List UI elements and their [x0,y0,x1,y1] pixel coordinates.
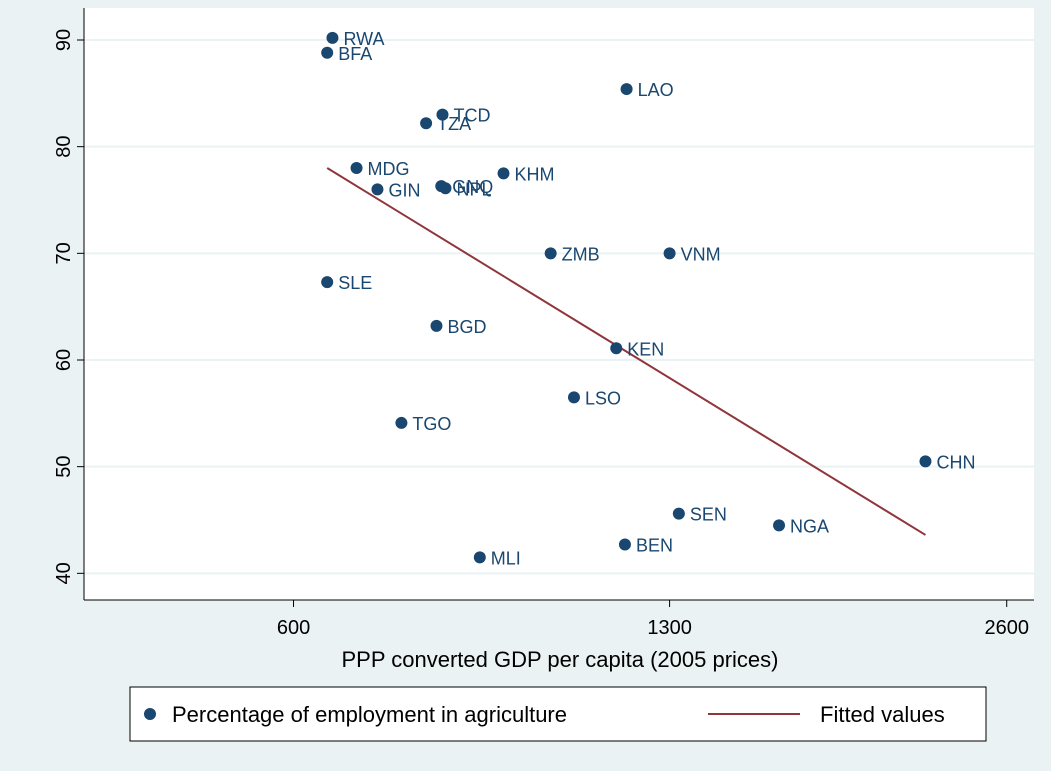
point-label: GNQ [452,177,493,197]
data-point [672,507,685,520]
fitted-line [326,167,926,536]
x-axis-title: PPP converted GDP per capita (2005 price… [342,647,779,672]
point-label: TZA [437,114,471,134]
data-point [395,416,408,429]
point-label: LAO [638,80,674,100]
data-point [773,519,786,532]
point-label: RWA [343,29,384,49]
data-point [430,319,443,332]
data-point [919,455,932,468]
y-tick-label: 60 [53,349,75,371]
point-label: CHN [936,452,975,472]
point-label: NGA [790,516,829,536]
legend-box [129,686,987,742]
point-label: SLE [338,273,372,293]
data-point [350,162,363,174]
point-label: VNM [681,244,721,264]
point-label: BFA [338,44,372,64]
point-label: TCD [453,106,490,126]
point-label: KHM [515,164,555,184]
x-tick-label: 600 [277,617,310,639]
legend: Percentage of employment in agriculture … [129,686,987,742]
point-label: ZMB [562,244,600,264]
point-label: KEN [627,339,664,359]
point-label: MLI [491,548,521,568]
point-label: MDG [368,159,410,179]
data-point [473,551,486,564]
point-label: BGD [447,317,486,337]
data-point [326,31,339,44]
point-label: LSO [585,388,621,408]
legend-label-fit: Fitted values [820,702,945,727]
point-label: GIN [388,180,420,200]
axes: 40 50 60 70 80 90 600 1300 2600 [53,8,1034,639]
grid-lines [84,39,1034,575]
data-point [544,247,557,260]
data-point [420,117,433,130]
legend-marker-points [144,708,156,720]
point-label: BEN [636,536,673,556]
point-label: SEN [690,505,727,525]
data-point [321,46,334,59]
y-tick-label: 70 [53,242,75,264]
plot-area [84,8,1034,600]
data-point [610,342,623,355]
x-tick-label: 1300 [647,617,692,639]
legend-label-points: Percentage of employment in agriculture [172,702,567,727]
x-tick-label: 2600 [984,617,1029,639]
data-point [618,538,631,551]
y-tick-label: 50 [53,456,75,478]
y-tick-label: 90 [53,29,75,51]
data-point [371,183,384,196]
data-point [497,167,510,180]
data-point [321,276,334,289]
y-tick-label: 80 [53,136,75,158]
data-point [663,247,676,260]
data-point [436,108,449,121]
data-point [620,83,633,96]
data-point [439,182,452,195]
y-tick-label: 40 [53,562,75,584]
fit-line-layer [326,167,926,536]
point-label: NPL [456,179,491,199]
point-label: TGO [412,414,451,434]
data-point [567,391,580,404]
